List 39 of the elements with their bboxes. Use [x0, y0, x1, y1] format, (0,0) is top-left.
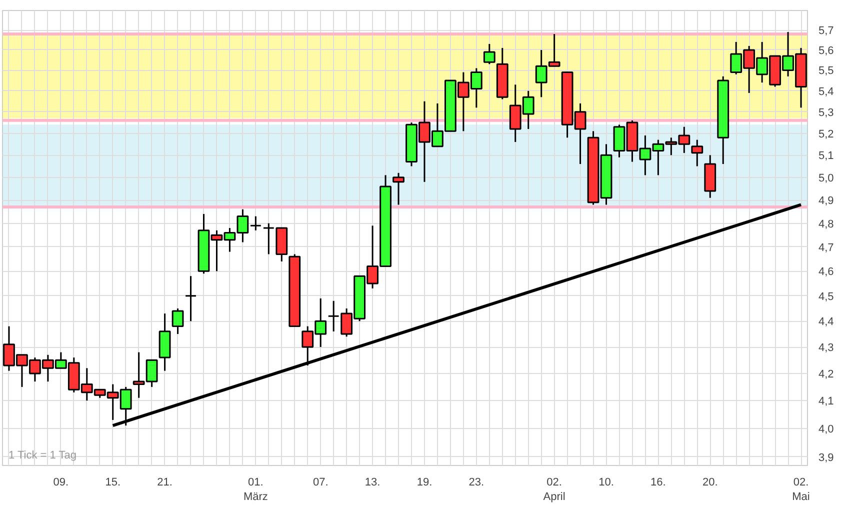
- x-tick-label: 16.: [650, 476, 666, 488]
- y-tick-label: 3,9: [818, 452, 834, 464]
- y-tick-label: 4,4: [818, 316, 834, 328]
- candlestick: [392, 172, 404, 206]
- y-tick-label: 4,9: [818, 195, 834, 208]
- y-tick-label: 4,2: [818, 368, 834, 380]
- x-tick-label: 15.: [105, 476, 121, 488]
- candlestick: [172, 308, 184, 335]
- y-tick-label: 5,6: [818, 44, 834, 57]
- y-tick-label: 5,1: [818, 150, 834, 162]
- y-tick-label: 4,6: [818, 266, 834, 278]
- x-tick-label: 01. März: [243, 476, 268, 503]
- x-tick-label: 02. April: [543, 476, 566, 503]
- y-tick-label: 4,0: [818, 423, 834, 436]
- y-tick-label: 4,3: [818, 342, 834, 354]
- candlestick: [691, 139, 704, 167]
- x-tick-label: 13.: [364, 476, 380, 488]
- x-tick-label: 09.: [53, 476, 69, 488]
- y-tick-label: 5,7: [818, 25, 834, 38]
- y-tick-label: 5,5: [818, 65, 834, 78]
- candlestick: [483, 43, 496, 65]
- x-tick-label: 21.: [157, 476, 172, 488]
- y-tick-label: 4,1: [818, 396, 834, 408]
- y-tick-label: 4,8: [818, 218, 834, 230]
- x-tick-label: 20.: [702, 476, 718, 488]
- y-tick-label: 5,0: [818, 172, 834, 184]
- candlestick: [250, 216, 262, 232]
- annotation: 1 Tick = 1 Tag: [8, 450, 76, 462]
- x-tick-label: 23.: [468, 476, 484, 488]
- x-tick-label: 19.: [416, 476, 432, 488]
- candlestick: [184, 275, 197, 322]
- x-tick-label: 07.: [312, 476, 328, 488]
- x-tick-label: 02. Mai: [792, 476, 810, 503]
- y-tick-label: 5,4: [818, 86, 834, 98]
- y-tick-label: 5,3: [818, 106, 834, 119]
- y-tick-label: 4,7: [818, 242, 834, 254]
- x-tick-label: 10.: [598, 476, 614, 488]
- y-tick-label: 4,5: [818, 290, 834, 303]
- y-tick-label: 5,2: [818, 128, 834, 140]
